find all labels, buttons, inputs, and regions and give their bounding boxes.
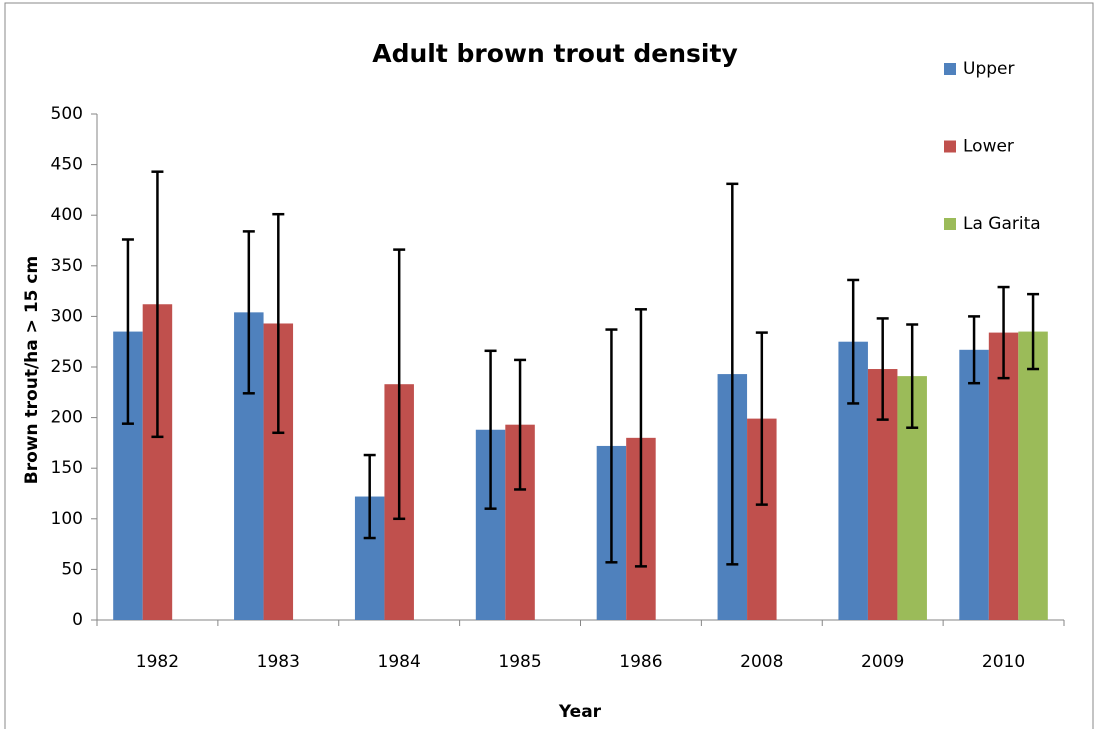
error-bar — [363, 453, 376, 540]
error-bar — [755, 331, 768, 506]
y-axis-title: Brown trout/ha > 15 cm — [22, 256, 42, 484]
x-tick-label: 2010 — [982, 652, 1025, 672]
x-tick-label: 2009 — [861, 652, 904, 672]
bar — [1018, 331, 1048, 620]
y-tick-label: 50 — [61, 559, 83, 579]
chart-title: Adult brown trout density — [372, 39, 738, 68]
legend-swatch — [944, 63, 956, 75]
bar — [959, 349, 989, 620]
x-tick-label: 1984 — [378, 652, 421, 672]
error-bar — [393, 248, 406, 521]
error-bar — [968, 315, 981, 385]
y-tick-label: 300 — [51, 306, 83, 326]
error-bar — [997, 285, 1010, 380]
x-tick-label: 1982 — [136, 652, 179, 672]
legend-label: Lower — [963, 137, 1014, 157]
error-bar — [605, 328, 618, 564]
y-tick-label: 150 — [51, 458, 83, 478]
error-bar — [151, 170, 164, 439]
legend-swatch — [944, 218, 956, 230]
x-tick-label: 2008 — [740, 652, 783, 672]
x-tick-label: 1983 — [257, 652, 300, 672]
bar — [988, 332, 1019, 620]
error-bar — [726, 182, 739, 566]
x-tick-label: 1986 — [619, 652, 662, 672]
y-tick-label: 350 — [51, 256, 83, 276]
y-tick-label: 0 — [72, 610, 83, 630]
error-bar — [514, 358, 527, 491]
legend-label: Upper — [963, 59, 1014, 79]
error-bar — [272, 212, 285, 435]
error-bar — [906, 323, 919, 429]
y-tick-label: 450 — [51, 155, 83, 175]
legend-label: La Garita — [963, 214, 1041, 234]
x-axis-title: Year — [558, 702, 602, 722]
y-tick-label: 400 — [51, 205, 83, 225]
error-bar — [242, 230, 255, 395]
error-bar — [847, 278, 860, 405]
error-bar — [121, 238, 134, 425]
x-tick-label: 1985 — [498, 652, 541, 672]
y-tick-label: 500 — [51, 104, 83, 124]
error-bar — [484, 349, 497, 510]
legend-swatch — [944, 140, 956, 153]
y-tick-label: 250 — [51, 357, 83, 377]
error-bar — [876, 317, 889, 421]
y-tick-label: 100 — [51, 509, 83, 529]
error-bar — [1027, 292, 1040, 371]
error-bar — [634, 308, 647, 568]
y-tick-label: 200 — [51, 408, 83, 428]
